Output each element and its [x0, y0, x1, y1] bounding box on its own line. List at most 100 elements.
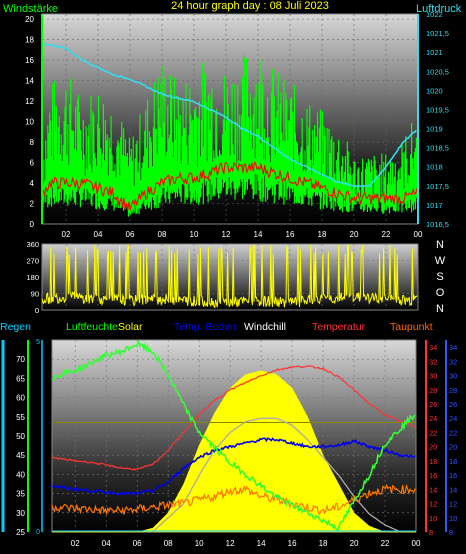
soil-temperature-tick-label: 8 [449, 528, 453, 537]
rain-tick-label: 0 [36, 529, 40, 536]
wind-tick-label: 10 [25, 118, 34, 127]
soil-temperature-tick-label: 18 [449, 457, 457, 466]
compass-letter: O [436, 287, 445, 299]
wind-tick-label: 4 [30, 179, 35, 188]
wind-tick-label: 0 [30, 220, 35, 229]
soil-temperature-tick-label: 10 [449, 514, 457, 523]
direction-tick-label: 90 [31, 290, 39, 299]
time-tick-label: 22 [381, 539, 390, 548]
pressure-tick-label: 1019 [426, 125, 443, 134]
humidity-tick-label: 65 [16, 374, 25, 383]
temperature-tick-label: 26 [429, 400, 437, 409]
chart-title: 24 hour graph day : 08 Juli 2023 [171, 0, 329, 12]
humidity-tick-label: 30 [16, 509, 25, 518]
compass-letter: S [436, 271, 443, 283]
time-tick-label: 16 [286, 230, 295, 239]
legend-entry: Taupunkt [390, 321, 433, 333]
temperature-tick-label: 12 [429, 500, 437, 509]
legend-entry: Temperatur [312, 321, 366, 333]
soil-temperature-tick-label: 22 [449, 428, 457, 437]
temperature-tick-label: 18 [429, 457, 437, 466]
humidity-tick-label: 35 [16, 490, 25, 499]
time-tick-label: 12 [226, 539, 235, 548]
time-tick-label: 06 [133, 539, 142, 548]
soil-temperature-tick-label: 34 [449, 343, 457, 352]
time-tick-label: 18 [319, 539, 328, 548]
time-tick-label: 00 [414, 230, 423, 239]
legend-entry: Regen [0, 321, 31, 333]
wind-direction-series [41, 244, 418, 309]
time-tick-label: 02 [62, 230, 71, 239]
compass-letter: W [435, 255, 446, 267]
pressure-axis-title: Luftdruck [416, 3, 462, 15]
windchill-series [152, 417, 401, 533]
direction-tick-label: 360 [26, 240, 39, 249]
legend-entry: Luftfeuchte [66, 321, 118, 333]
wind-average-series [41, 160, 418, 211]
wind-tick-label: 20 [25, 15, 34, 24]
soil-temperature-tick-label: 20 [449, 443, 457, 452]
humidity-tick-label: 45 [16, 451, 25, 460]
pressure-tick-label: 1017 [426, 201, 443, 210]
soil-temperature-tick-label: 30 [449, 372, 457, 381]
humidity-tick-label: 40 [16, 470, 25, 479]
humidity-tick-label: 55 [16, 413, 25, 422]
temperature-tick-label: 20 [429, 443, 437, 452]
humidity-tick-label: 70 [16, 355, 25, 364]
pressure-tick-label: 1016,5 [426, 220, 449, 229]
pressure-series [41, 42, 417, 188]
time-tick-label: 04 [102, 539, 111, 548]
time-tick-label: 14 [254, 230, 263, 239]
soil-temperature-tick-label: 12 [449, 500, 457, 509]
legend-entry: Windchill [244, 321, 286, 333]
wind-tick-label: 16 [25, 56, 34, 65]
temperature-tick-label: 22 [429, 428, 437, 437]
pressure-tick-label: 1022 [426, 10, 443, 19]
direction-tick-label: 0 [35, 306, 39, 315]
temperature-tick-label: 24 [429, 414, 437, 423]
time-tick-label: 06 [126, 230, 135, 239]
temperature-tick-label: 14 [429, 485, 437, 494]
soil-temperature-series [52, 437, 416, 496]
time-tick-label: 20 [350, 539, 359, 548]
climate-panel: Regen Luftfeuchte Solar Temp. Boden Windchil… [0, 321, 457, 548]
wind-direction-series [41, 244, 418, 309]
temperature-tick-label: 10 [429, 514, 437, 523]
time-tick-label: 08 [158, 230, 167, 239]
soil-temperature-tick-label: 26 [449, 400, 457, 409]
legend-entry: Solar [118, 321, 143, 333]
time-tick-label: 00 [412, 539, 421, 548]
climate-series [51, 339, 416, 533]
wind-pressure-panel: 024681012141618201016,510171017,51018101… [3, 0, 462, 239]
time-tick-label: 22 [382, 230, 391, 239]
pressure-tick-label: 1021 [426, 48, 443, 57]
wind-tick-label: 6 [30, 159, 35, 168]
temperature-tick-label: 8 [429, 528, 433, 537]
soil-temperature-tick-label: 16 [449, 471, 457, 480]
pressure-tick-label: 1021,5 [426, 29, 449, 38]
legend-entry: Temp. Boden [174, 321, 236, 333]
time-tick-label: 16 [288, 539, 297, 548]
temperature-tick-label: 16 [429, 471, 437, 480]
dewpoint-series [51, 483, 416, 516]
wind-tick-label: 12 [25, 97, 34, 106]
temperature-tick-label: 34 [429, 343, 437, 352]
pressure-tick-label: 1020 [426, 86, 443, 95]
time-tick-label: 12 [222, 230, 231, 239]
soil-temperature-tick-label: 28 [449, 386, 457, 395]
pressure-tick-label: 1020,5 [426, 67, 449, 76]
rain-tick-label: 5 [36, 339, 40, 346]
soil-temperature-tick-label: 14 [449, 485, 457, 494]
direction-tick-label: 180 [26, 273, 39, 282]
compass-letter: N [436, 239, 444, 251]
soil-temperature-tick-label: 24 [449, 414, 457, 423]
solar-series [52, 370, 416, 533]
time-tick-label: 02 [71, 539, 80, 548]
compass-letter: N [436, 303, 444, 315]
time-tick-label: 08 [164, 539, 173, 548]
time-tick-label: 14 [257, 539, 266, 548]
wind-axis-title: Windstärke [3, 3, 58, 15]
wind-pressure-axes: 024681012141618201016,510171017,51018101… [25, 10, 449, 239]
